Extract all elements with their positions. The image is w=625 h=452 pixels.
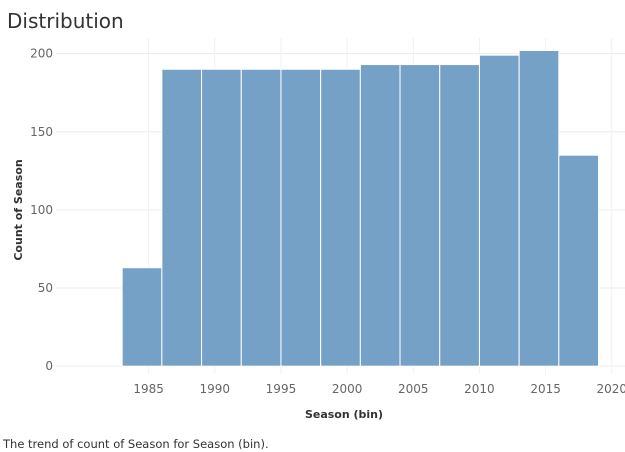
histogram-bar bbox=[121, 267, 163, 367]
x-tick-label: 2010 bbox=[464, 382, 495, 396]
y-tick-label: 0 bbox=[45, 359, 53, 373]
x-tick-label: 2000 bbox=[332, 382, 363, 396]
y-tick-label: 50 bbox=[38, 281, 53, 295]
y-tick-label: 200 bbox=[30, 47, 53, 61]
histogram-bar bbox=[518, 50, 560, 367]
x-tick-label: 1985 bbox=[133, 382, 164, 396]
histogram-bar bbox=[399, 64, 441, 367]
y-axis-label: Count of Season bbox=[12, 159, 25, 260]
y-tick-label: 150 bbox=[30, 125, 53, 139]
x-axis-label: Season (bin) bbox=[305, 408, 383, 421]
histogram-bar bbox=[201, 68, 242, 367]
y-axis-ticks: 0 50 100 150 200 bbox=[30, 47, 53, 374]
y-tick-label: 100 bbox=[30, 203, 53, 217]
x-tick-label: 2005 bbox=[398, 382, 429, 396]
histogram-bar bbox=[320, 68, 361, 367]
histogram-bar bbox=[280, 68, 322, 367]
histogram-bar bbox=[558, 154, 600, 367]
histogram-bar bbox=[439, 64, 480, 367]
x-tick-label: 2020 bbox=[596, 382, 625, 396]
histogram-bar bbox=[359, 64, 401, 367]
histogram-bar bbox=[240, 68, 282, 367]
histogram-bar bbox=[478, 54, 520, 367]
histogram-bar bbox=[161, 68, 203, 367]
bars bbox=[121, 50, 600, 367]
x-axis-ticks: 1985 1990 1995 2000 2005 2010 2015 2020 bbox=[133, 382, 625, 396]
x-tick-label: 2015 bbox=[530, 382, 561, 396]
x-tick-label: 1995 bbox=[266, 382, 297, 396]
chart-title: Distribution bbox=[7, 9, 124, 33]
chart-caption: The trend of count of Season for Season … bbox=[3, 437, 269, 451]
x-tick-label: 1990 bbox=[200, 382, 231, 396]
